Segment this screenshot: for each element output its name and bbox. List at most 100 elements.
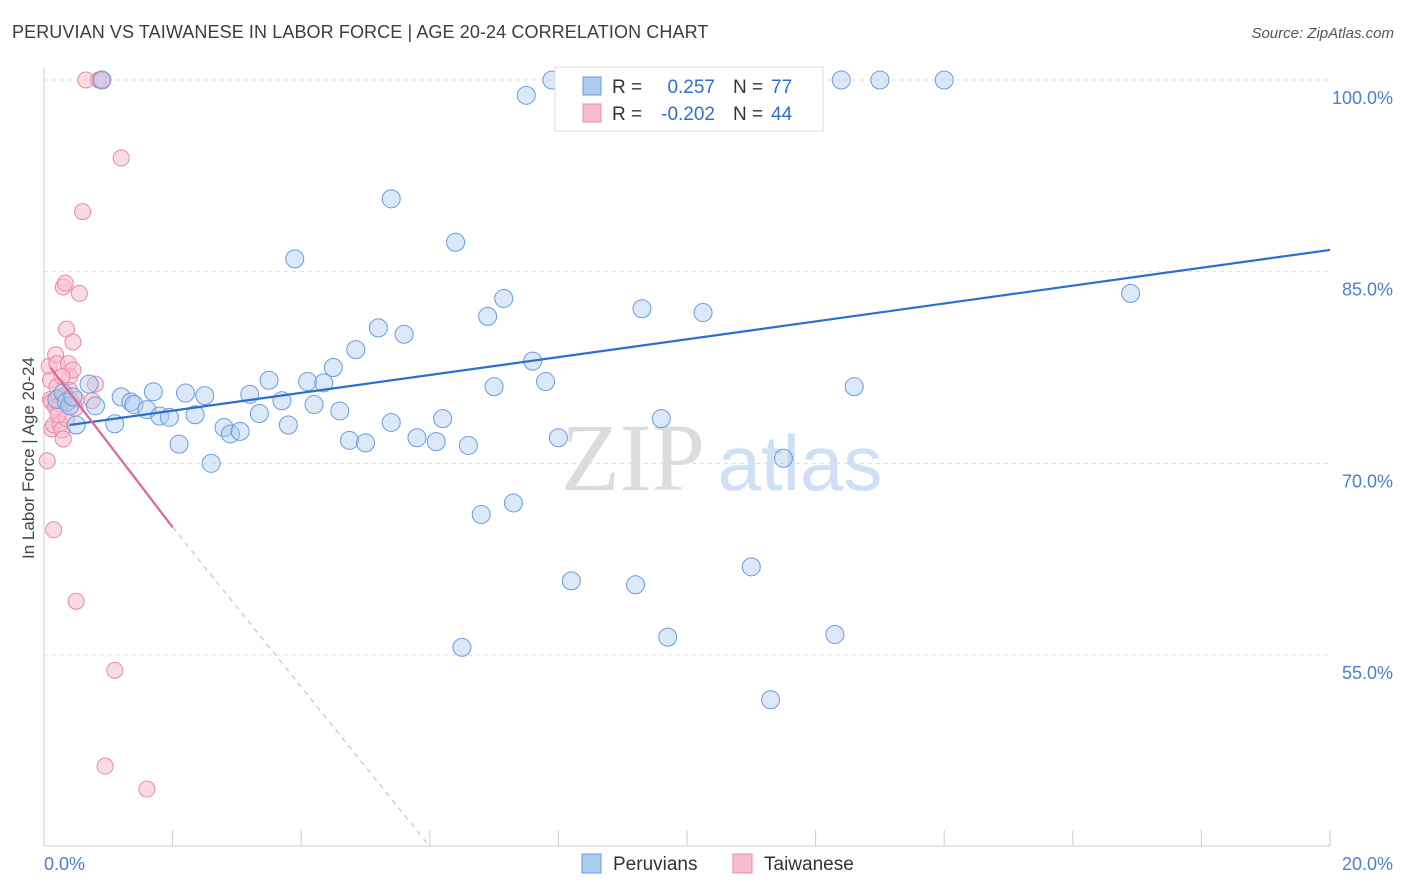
peruvian-trend-line bbox=[70, 250, 1330, 425]
peruvian-point bbox=[447, 233, 465, 251]
peruvian-point bbox=[774, 449, 792, 467]
peruvian-point bbox=[871, 71, 889, 89]
peruvian-point bbox=[357, 434, 375, 452]
peruvian-point bbox=[202, 454, 220, 472]
taiwanese-point bbox=[75, 204, 91, 220]
peruvian-point bbox=[86, 397, 104, 415]
peruvian-point bbox=[479, 307, 497, 325]
stats-legend-r-label-peruvians: R = bbox=[612, 77, 642, 98]
peruvian-point bbox=[742, 558, 760, 576]
peruvian-point bbox=[305, 396, 323, 414]
peruvian-point bbox=[340, 431, 358, 449]
peruvian-point bbox=[369, 319, 387, 337]
y-tick-labels: 55.0% 70.0% 85.0% 100.0% bbox=[1332, 88, 1393, 683]
peruvian-point bbox=[144, 383, 162, 401]
stats-legend-r-value-peruvians: 0.257 bbox=[667, 77, 715, 98]
peruvian-point bbox=[485, 378, 503, 396]
watermark-zip: ZIP bbox=[561, 404, 705, 511]
y-tick-label: 100.0% bbox=[1332, 88, 1393, 108]
peruvian-point bbox=[427, 433, 445, 451]
taiwanese-point bbox=[97, 758, 113, 774]
peruvian-point bbox=[250, 405, 268, 423]
peruvian-point bbox=[832, 71, 850, 89]
peruvian-point bbox=[826, 626, 844, 644]
peruvian-point bbox=[472, 505, 490, 523]
taiwanese-point bbox=[39, 453, 55, 469]
peruvian-point bbox=[1122, 284, 1140, 302]
peruvian-point bbox=[549, 429, 567, 447]
y-axis-label: In Labor Force | Age 20-24 bbox=[19, 357, 38, 559]
series-legend: Peruvians Taiwanese bbox=[582, 854, 854, 875]
peruvian-point bbox=[80, 375, 98, 393]
scatter-plot: ZIP atlas 55.0%70.0%85.0%100.0% 0.0% 20.0… bbox=[0, 0, 1406, 892]
peruvian-point bbox=[231, 422, 249, 440]
taiwanese-point bbox=[107, 662, 123, 678]
peruvian-point bbox=[495, 290, 513, 308]
taiwanese-point bbox=[71, 285, 87, 301]
peruvian-point bbox=[324, 359, 342, 377]
peruvian-point bbox=[537, 373, 555, 391]
peruvian-point bbox=[260, 371, 278, 389]
peruvian-point bbox=[93, 71, 111, 89]
peruvian-point bbox=[562, 572, 580, 590]
peruvian-point bbox=[331, 402, 349, 420]
x-tick-labels: 0.0% 20.0% bbox=[44, 854, 1393, 874]
series-legend-label-peruvians: Peruvians bbox=[613, 854, 698, 875]
taiwanese-point bbox=[139, 781, 155, 797]
peruvian-point bbox=[627, 576, 645, 594]
trend-lines bbox=[50, 250, 1330, 847]
stats-legend-r-value-taiwanese: -0.202 bbox=[661, 104, 715, 125]
stats-legend: R = 0.257 N = 77 R = -0.202 N = 44 bbox=[555, 67, 823, 131]
y-tick-label: 85.0% bbox=[1342, 280, 1393, 300]
peruvian-point bbox=[176, 384, 194, 402]
stats-legend-n-label-peruvians: N = bbox=[733, 77, 763, 98]
peruvian-point bbox=[279, 416, 297, 434]
peruvian-point bbox=[434, 410, 452, 428]
stats-legend-n-value-peruvians: 77 bbox=[771, 77, 792, 98]
peruvian-point bbox=[382, 413, 400, 431]
taiwanese-trend-extension bbox=[173, 527, 430, 846]
peruvian-point bbox=[395, 325, 413, 343]
taiwanese-point bbox=[65, 334, 81, 350]
series-legend-swatch-taiwanese bbox=[733, 854, 752, 873]
peruvian-point bbox=[652, 410, 670, 428]
x-tick-label: 0.0% bbox=[44, 854, 85, 874]
peruvian-series bbox=[48, 71, 1140, 709]
taiwanese-point bbox=[46, 522, 62, 538]
peruvian-point bbox=[694, 304, 712, 322]
grid-lines bbox=[44, 80, 1330, 655]
peruvian-point bbox=[517, 86, 535, 104]
taiwanese-series bbox=[39, 72, 155, 797]
peruvian-point bbox=[504, 494, 522, 512]
x-minor-ticks bbox=[173, 830, 1330, 846]
stats-legend-swatch-taiwanese bbox=[583, 104, 601, 122]
series-legend-swatch-peruvians bbox=[582, 854, 601, 873]
peruvian-point bbox=[762, 691, 780, 709]
series-legend-label-taiwanese: Taiwanese bbox=[764, 854, 854, 875]
peruvian-point bbox=[382, 190, 400, 208]
peruvian-point bbox=[170, 435, 188, 453]
peruvian-point bbox=[935, 71, 953, 89]
taiwanese-point bbox=[68, 593, 84, 609]
peruvian-point bbox=[459, 436, 477, 454]
peruvian-point bbox=[196, 387, 214, 405]
y-tick-label: 70.0% bbox=[1342, 471, 1393, 491]
taiwanese-point bbox=[57, 275, 73, 291]
peruvian-point bbox=[633, 300, 651, 318]
watermark: ZIP atlas bbox=[561, 404, 882, 511]
stats-legend-r-label-taiwanese: R = bbox=[612, 104, 642, 125]
stats-legend-n-label-taiwanese: N = bbox=[733, 104, 763, 125]
stats-legend-swatch-peruvians bbox=[583, 77, 601, 95]
peruvian-point bbox=[408, 429, 426, 447]
peruvian-point bbox=[347, 341, 365, 359]
taiwanese-point bbox=[55, 431, 71, 447]
peruvian-point bbox=[659, 628, 677, 646]
peruvian-point bbox=[453, 638, 471, 656]
peruvian-point bbox=[299, 373, 317, 391]
x-tick-label: 20.0% bbox=[1342, 854, 1393, 874]
stats-legend-n-value-taiwanese: 44 bbox=[771, 104, 793, 125]
peruvian-point bbox=[845, 378, 863, 396]
watermark-atlas: atlas bbox=[718, 419, 883, 507]
peruvian-point bbox=[286, 250, 304, 268]
taiwanese-point bbox=[113, 150, 129, 166]
